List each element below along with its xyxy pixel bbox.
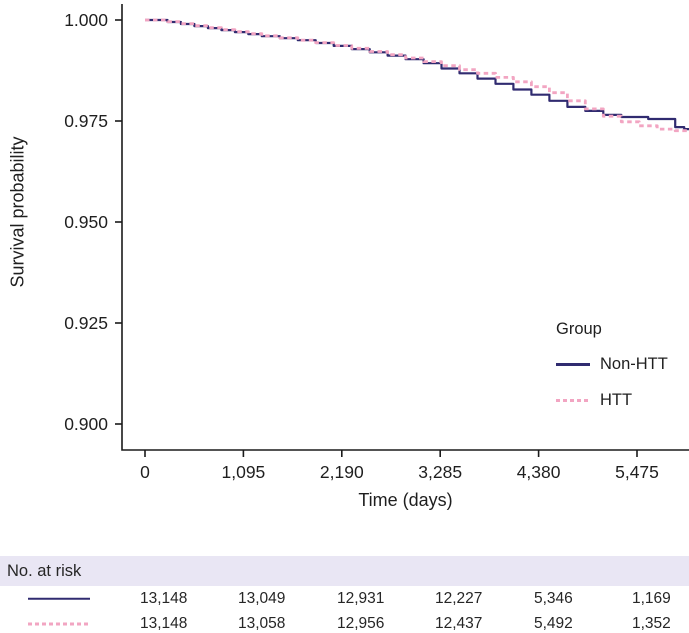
risk-count: 1,169 [632,590,671,607]
x-tick-label: 2,190 [320,462,364,482]
risk-count: 12,931 [337,590,385,607]
risk-count: 12,437 [435,615,483,632]
risk-count: 5,492 [534,615,573,632]
risk-count: 13,058 [238,615,286,632]
htt-line-marker [28,622,90,625]
y-tick-label: 0.900 [64,414,108,434]
series-htt [145,18,689,133]
plot-legend: Group Non-HTT HTT [556,320,668,427]
legend-label-htt: HTT [600,391,633,409]
legend-item-non-htt: Non-HTT [556,355,668,374]
x-tick-label: 3,285 [418,462,462,482]
axes [121,4,689,451]
risk-count: 12,227 [435,590,483,607]
non-htt-line-swatch [556,363,590,366]
risk-count: 1,352 [632,615,671,632]
legend-label-non-htt: Non-HTT [600,355,668,373]
y-tick-label: 0.950 [64,212,108,232]
htt-line-swatch [556,399,590,402]
risk-table-header: No. at risk [0,556,689,586]
legend-title: Group [556,320,602,338]
x-tick-label: 4,380 [517,462,561,482]
risk-count: 13,148 [140,590,188,607]
x-tick-label: 5,475 [615,462,659,482]
number-at-risk-table: No. at risk 13,148 13,049 12,931 12,227 5,34… [0,556,689,633]
y-tick-label: 0.925 [64,313,108,333]
x-tick-label: 1,095 [222,462,266,482]
legend-item-htt: HTT [556,391,668,410]
risk-count: 13,049 [238,590,286,607]
x-tick-label: 0 [140,462,150,482]
risk-row-non-htt: 13,148 13,049 12,931 12,227 5,346 1,169 [0,586,689,611]
risk-table-rows: 13,148 13,049 12,931 12,227 5,346 1,169 13,148… [0,586,689,633]
km-plot-canvas: 1.000 0.975 0.950 0.925 0.900 0 1,095 2,190 3,28… [64,4,689,482]
y-axis-title: Survival probability [7,136,28,288]
y-tick-label: 1.000 [64,10,108,30]
risk-count: 12,956 [337,615,385,632]
non-htt-line-marker [28,597,90,600]
series-non-htt [145,18,689,131]
risk-row-htt: 13,148 13,058 12,956 12,437 5,492 1,352 [0,611,689,633]
x-axis-title: Time (days) [358,490,453,510]
risk-count: 13,148 [140,615,188,632]
survival-plot: 1.000 0.975 0.950 0.925 0.900 0 1,095 2,190 3,28… [7,4,689,510]
y-tick-label: 0.975 [64,111,108,131]
risk-count: 5,346 [534,590,573,607]
